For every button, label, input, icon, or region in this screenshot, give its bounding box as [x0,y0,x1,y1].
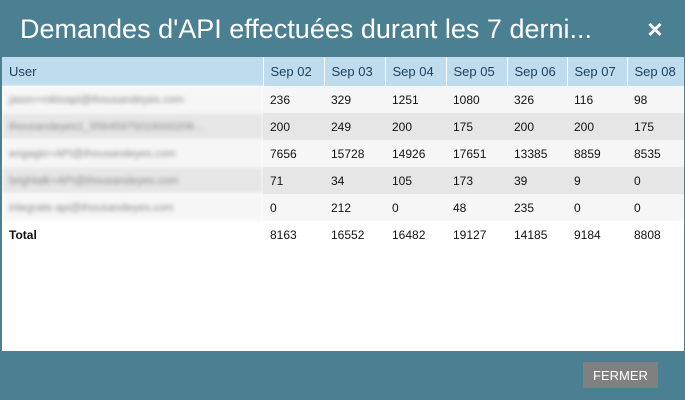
close-icon[interactable]: × [647,14,663,44]
value-cell: 0 [627,194,684,221]
total-value-cell: 16482 [385,221,446,249]
total-value-cell: 16552 [324,221,385,249]
value-cell: 116 [567,86,627,113]
value-cell: 48 [446,194,507,221]
user-cell: jason+mktoapi@thousandeyes.com [2,86,263,113]
user-cell: engagio+API@thousandeyes.com [2,140,263,167]
value-cell: 326 [507,86,567,113]
column-header-date[interactable]: Sep 08 [627,57,684,86]
value-cell: 105 [385,167,446,194]
value-cell: 14926 [385,140,446,167]
value-cell: 15728 [324,140,385,167]
total-value-cell: 8163 [263,221,324,249]
value-cell: 0 [385,194,446,221]
value-cell: 7656 [263,140,324,167]
value-cell: 71 [263,167,324,194]
dialog-footer: FERMER [0,351,685,400]
value-cell: 0 [627,167,684,194]
total-value-cell: 19127 [446,221,507,249]
value-cell: 329 [324,86,385,113]
value-cell: 8859 [567,140,627,167]
value-cell: 34 [324,167,385,194]
user-cell: integrate-api@thousandeyes.com [2,194,263,221]
value-cell: 200 [507,113,567,140]
value-cell: 13385 [507,140,567,167]
total-value-cell: 9184 [567,221,627,249]
dialog-titlebar: Demandes d'API effectuées durant les 7 d… [0,0,685,57]
value-cell: 235 [507,194,567,221]
total-value-cell: 8808 [627,221,684,249]
value-cell: 200 [385,113,446,140]
value-cell: 200 [263,113,324,140]
table-row: jason+mktoapi@thousandeyes.com 236 329 1… [2,86,684,113]
value-cell: 17651 [446,140,507,167]
dialog-title: Demandes d'API effectuées durant les 7 d… [20,14,592,44]
user-cell: brightalk+API@thousandeyes.com [2,167,263,194]
value-cell: 0 [567,194,627,221]
column-header-date[interactable]: Sep 07 [567,57,628,86]
table-row: brightalk+API@thousandeyes.com 71 34 105… [2,167,684,194]
total-label: Total [2,221,263,249]
value-cell: 9 [567,167,627,194]
user-cell: thousandeyes1_55645975019000208... [2,113,263,140]
value-cell: 236 [263,86,324,113]
value-cell: 0 [263,194,324,221]
value-cell: 175 [446,113,507,140]
column-header-date[interactable]: Sep 06 [507,57,568,86]
value-cell: 98 [627,86,684,113]
column-header-date[interactable]: Sep 04 [385,57,447,86]
api-requests-table: User Sep 02 Sep 03 Sep 04 Sep 05 Sep 06 … [2,57,684,249]
value-cell: 212 [324,194,385,221]
table-row: integrate-api@thousandeyes.com 0 212 0 4… [2,194,684,221]
table-row: engagio+API@thousandeyes.com 7656 15728 … [2,140,684,167]
value-cell: 175 [627,113,684,140]
column-header-date[interactable]: Sep 05 [446,57,508,86]
value-cell: 249 [324,113,385,140]
column-header-date[interactable]: Sep 03 [324,57,386,86]
close-button[interactable]: FERMER [583,362,658,388]
table-header-row: User Sep 02 Sep 03 Sep 04 Sep 05 Sep 06 … [2,57,684,86]
dialog-content: User Sep 02 Sep 03 Sep 04 Sep 05 Sep 06 … [2,57,684,351]
value-cell: 1080 [446,86,507,113]
total-row: Total 8163 16552 16482 19127 14185 9184 … [2,221,684,249]
column-header-user[interactable]: User [2,57,264,86]
value-cell: 200 [567,113,627,140]
total-value-cell: 14185 [507,221,567,249]
value-cell: 39 [507,167,567,194]
column-header-date[interactable]: Sep 02 [263,57,325,86]
value-cell: 173 [446,167,507,194]
value-cell: 1251 [385,86,446,113]
table-row: thousandeyes1_55645975019000208... 200 2… [2,113,684,140]
value-cell: 8535 [627,140,684,167]
